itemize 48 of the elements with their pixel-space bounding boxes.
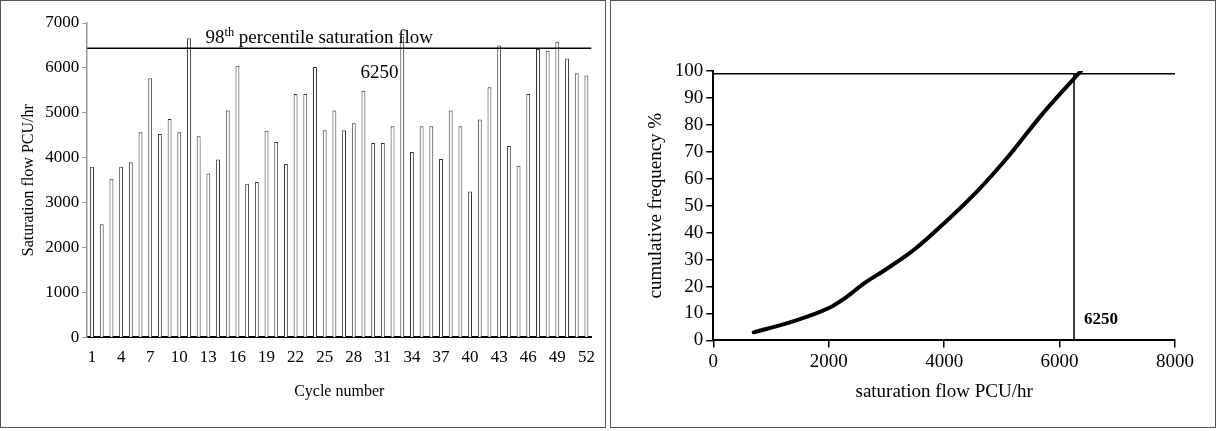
y-tick-label: 0 xyxy=(70,326,80,346)
x-tick-label: 7 xyxy=(145,347,155,367)
y-tick-label: 10 xyxy=(684,301,704,323)
y-tick-label: 60 xyxy=(684,166,704,188)
x-tick-label: 28 xyxy=(345,347,363,367)
x-tick-label: 34 xyxy=(403,347,421,367)
x-tick-label: 40 xyxy=(461,347,479,367)
y-tick-label: 3000 xyxy=(45,192,80,212)
x-tick-label: 4000 xyxy=(925,349,964,371)
x-tick-label: 22 xyxy=(287,347,305,367)
y-tick-label: 50 xyxy=(684,193,704,215)
x-tick-label: 52 xyxy=(577,347,595,367)
x-tick-label: 10 xyxy=(170,347,188,367)
y-axis-title: Saturation flow PCU/hr xyxy=(18,103,36,257)
y-tick-label: 20 xyxy=(684,274,704,296)
x-axis-title: Cycle number xyxy=(294,381,385,400)
x-tick-label: 4 xyxy=(116,347,126,367)
x-tick-label: 6000 xyxy=(1040,349,1079,371)
x-tick-label: 13 xyxy=(199,347,217,367)
x-tick-label: 16 xyxy=(228,347,246,367)
y-axis-title: cumulative frequency % xyxy=(644,112,666,299)
y-tick-label: 7000 xyxy=(45,12,80,32)
y-tick-label: 5000 xyxy=(45,102,80,122)
x-tick-label: 8000 xyxy=(1156,349,1194,371)
y-tick-label: 4000 xyxy=(45,147,80,167)
y-tick-label: 1000 xyxy=(45,281,80,301)
x-tick-label: 0 xyxy=(708,349,719,371)
x-tick-label: 37 xyxy=(432,347,450,367)
x-tick-label: 43 xyxy=(490,347,508,367)
x-tick-label: 25 xyxy=(316,347,334,367)
y-tick-label: 40 xyxy=(684,220,704,242)
ref-line-label: 6250 xyxy=(1084,309,1118,329)
y-tick-label: 80 xyxy=(684,112,704,134)
x-tick-label: 31 xyxy=(374,347,392,367)
y-tick-label: 0 xyxy=(693,328,704,350)
x-tick-label: 49 xyxy=(548,347,566,367)
y-tick-label: 100 xyxy=(674,58,704,80)
x-tick-label: 46 xyxy=(519,347,537,367)
x-axis-title: saturation flow PCU/hr xyxy=(855,379,1034,401)
y-tick-label: 2000 xyxy=(45,237,80,257)
x-tick-label: 19 xyxy=(258,347,276,367)
y-tick-label: 6000 xyxy=(45,57,80,77)
x-tick-label: 2000 xyxy=(809,349,848,371)
annotation: 6250 xyxy=(360,61,399,83)
y-tick-label: 30 xyxy=(684,247,704,269)
y-tick-label: 90 xyxy=(684,85,704,107)
y-tick-label: 70 xyxy=(684,139,704,161)
x-tick-label: 1 xyxy=(87,347,97,367)
